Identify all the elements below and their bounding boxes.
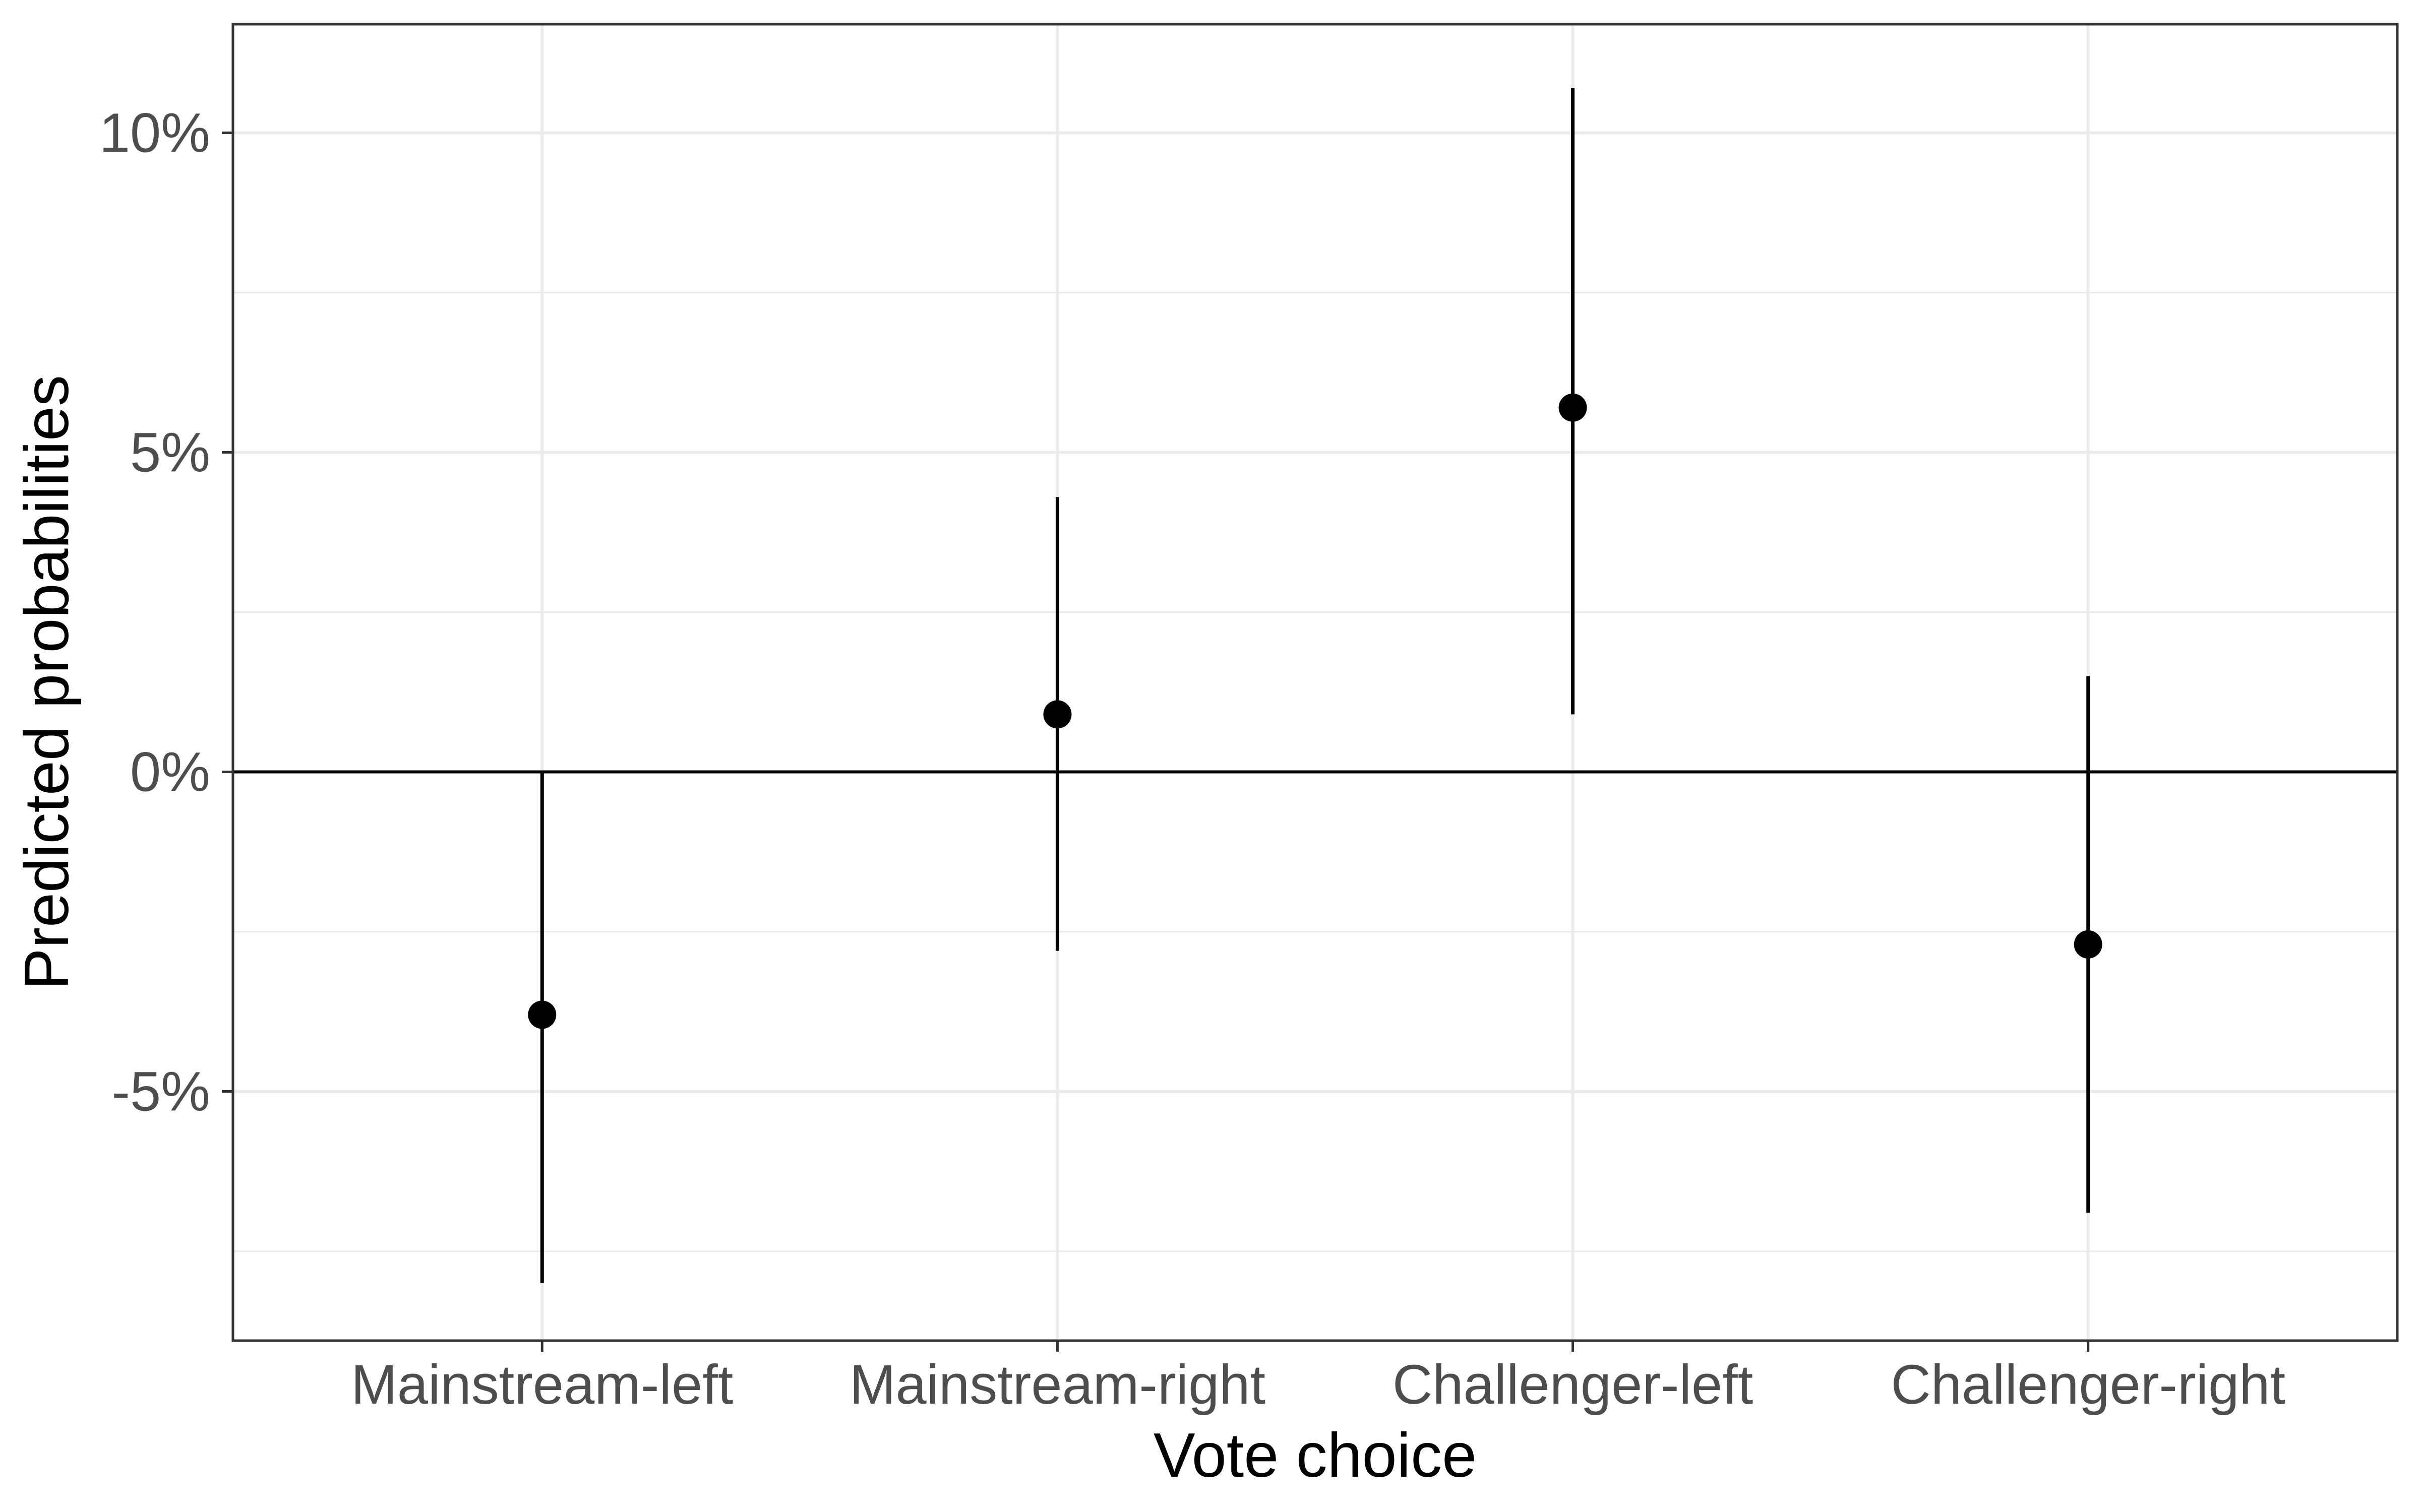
y-tick-label: 5% xyxy=(130,422,210,484)
point-layer xyxy=(528,393,2102,1029)
x-tick-label: Challenger-left xyxy=(1393,1354,1753,1416)
grid-layer xyxy=(233,24,2397,1341)
x-tick-label: Challenger-right xyxy=(1891,1354,2285,1416)
x-axis-ticks: Mainstream-left Mainstream-right Challenge… xyxy=(351,1341,2285,1416)
y-axis-ticks: -5% 0% 5% 10% xyxy=(99,102,233,1122)
errorbar-layer xyxy=(540,88,2090,1283)
estimate-point xyxy=(1043,700,1072,729)
estimate-point xyxy=(1558,393,1587,422)
x-tick-label: Mainstream-right xyxy=(850,1354,1265,1416)
y-tick-label: -5% xyxy=(111,1060,210,1122)
y-tick-label: 0% xyxy=(130,741,210,803)
y-axis-title: Predicted probabilities xyxy=(12,375,82,990)
estimate-point xyxy=(2074,930,2102,959)
x-axis-title: Vote choice xyxy=(1154,1421,1477,1490)
panel-border xyxy=(231,23,2399,1342)
estimate-point xyxy=(528,1000,557,1029)
y-tick-label: 10% xyxy=(99,102,210,164)
x-tick-label: Mainstream-left xyxy=(351,1354,733,1416)
